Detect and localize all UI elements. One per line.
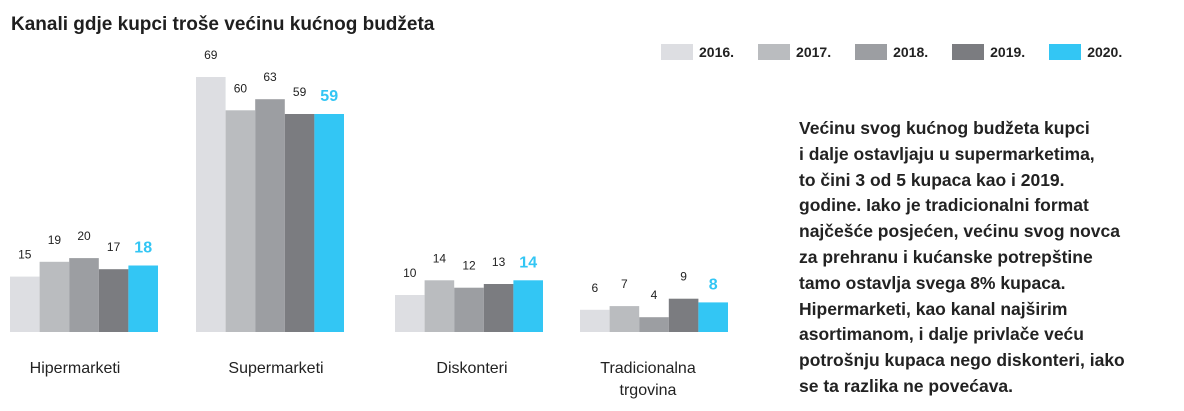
bar bbox=[98, 269, 129, 332]
data-label: 13 bbox=[492, 255, 506, 269]
legend-swatch bbox=[661, 44, 693, 60]
bar bbox=[196, 77, 226, 332]
bar bbox=[395, 295, 425, 332]
data-label: 20 bbox=[77, 229, 91, 243]
bar bbox=[39, 261, 70, 332]
legend-label: 2019. bbox=[990, 44, 1026, 60]
data-label: 60 bbox=[234, 81, 248, 95]
category-label: Diskonteri bbox=[436, 360, 507, 377]
bar bbox=[454, 287, 484, 332]
bar bbox=[609, 306, 640, 332]
data-label: 9 bbox=[680, 270, 687, 284]
category-label: Tradicionalna trgovina bbox=[600, 360, 696, 399]
description-text: Većinu svog kućnog budžeta kupci i dalje… bbox=[799, 118, 1125, 396]
data-label: 6 bbox=[591, 281, 598, 295]
legend-item: 2016. bbox=[661, 44, 734, 60]
legend-label: 2020. bbox=[1087, 44, 1123, 60]
data-label: 59 bbox=[320, 88, 338, 105]
data-label: 63 bbox=[263, 70, 277, 84]
bar bbox=[69, 258, 99, 332]
data-label: 8 bbox=[709, 276, 718, 293]
data-label: 17 bbox=[107, 240, 121, 254]
legend-label: 2016. bbox=[699, 44, 735, 60]
bar bbox=[314, 114, 344, 332]
legend-item: 2017. bbox=[758, 44, 831, 60]
bar bbox=[424, 280, 455, 332]
bar bbox=[284, 114, 315, 332]
bar bbox=[639, 317, 669, 332]
bar bbox=[580, 309, 610, 332]
bar bbox=[513, 280, 543, 332]
bar bbox=[255, 99, 285, 332]
data-label: 10 bbox=[403, 266, 417, 280]
legend-swatch bbox=[952, 44, 985, 60]
legend-swatch bbox=[1049, 44, 1082, 60]
legend-item: 2020. bbox=[1049, 44, 1122, 60]
legend-label: 2018. bbox=[893, 44, 929, 60]
data-label: 69 bbox=[204, 48, 218, 62]
data-label: 4 bbox=[651, 288, 658, 302]
legend-item: 2019. bbox=[952, 44, 1025, 60]
bar bbox=[698, 302, 728, 332]
data-label: 15 bbox=[18, 248, 32, 262]
bar bbox=[128, 265, 158, 332]
legend: 2016. 2017. 2018. 2019. 2020. bbox=[661, 44, 1146, 60]
data-label: 18 bbox=[134, 240, 152, 257]
category-label: Hipermarketi bbox=[30, 360, 121, 377]
chart-title: Kanali gdje kupci troše većinu kućnog bu… bbox=[11, 14, 435, 35]
legend-swatch bbox=[758, 44, 791, 60]
bar bbox=[668, 298, 699, 332]
category-label: Supermarketi bbox=[228, 360, 323, 377]
data-label: 14 bbox=[433, 251, 447, 265]
data-label: 12 bbox=[462, 259, 476, 273]
legend-swatch bbox=[855, 44, 888, 60]
bar bbox=[225, 110, 256, 332]
data-label: 14 bbox=[519, 254, 537, 271]
data-label: 59 bbox=[293, 85, 307, 99]
bar bbox=[10, 276, 40, 332]
data-label: 7 bbox=[621, 277, 628, 291]
legend-item: 2018. bbox=[855, 44, 928, 60]
legend-label: 2017. bbox=[796, 44, 832, 60]
bar bbox=[483, 284, 514, 332]
data-label: 19 bbox=[48, 233, 62, 247]
